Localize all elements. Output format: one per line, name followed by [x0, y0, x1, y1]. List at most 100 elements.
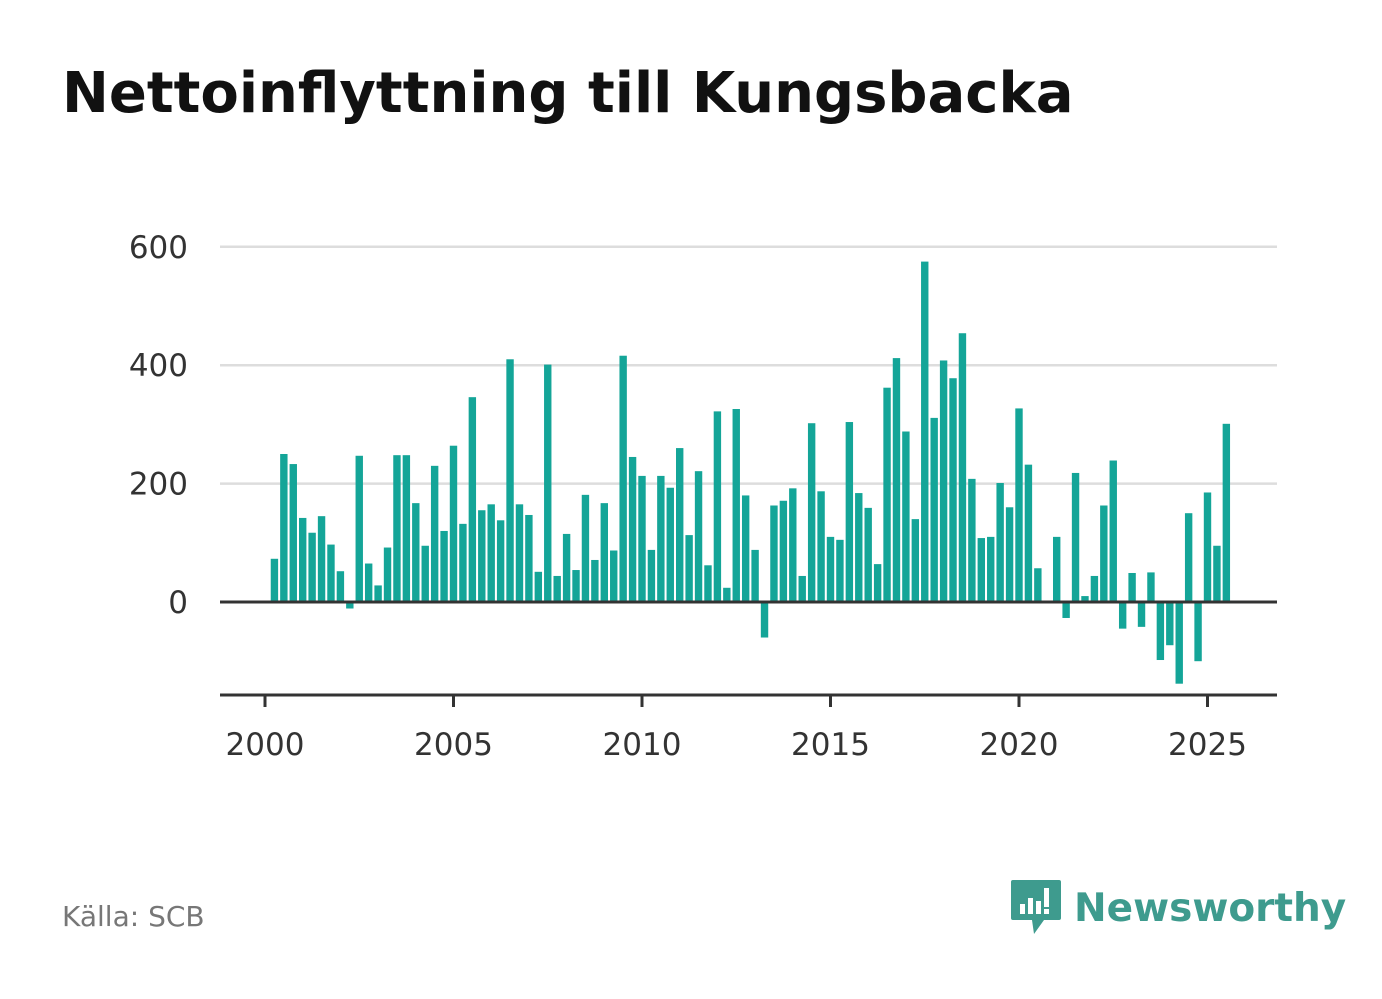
- bar: [1090, 575, 1099, 602]
- bar: [506, 359, 514, 602]
- bar: [657, 475, 665, 602]
- x-tick-label: 2015: [791, 727, 870, 763]
- bar: [638, 475, 646, 602]
- bar: [1222, 423, 1231, 602]
- bars: [270, 261, 1231, 684]
- bar: [1053, 536, 1061, 602]
- bar: [704, 565, 712, 602]
- x-tick-label: 2025: [1168, 727, 1247, 763]
- bar: [534, 571, 543, 602]
- bar: [921, 261, 929, 602]
- bar: [430, 465, 439, 602]
- bar: [694, 471, 703, 602]
- bar: [280, 454, 288, 602]
- bar: [1128, 572, 1136, 602]
- bar: [459, 523, 467, 602]
- bar: [412, 503, 420, 602]
- bar: [591, 559, 599, 602]
- bar: [374, 585, 382, 602]
- newsworthy-logo-icon: [1011, 880, 1061, 934]
- bar: [873, 564, 882, 602]
- bar: [562, 533, 571, 602]
- gridlines: [220, 245, 1277, 485]
- bar: [1081, 596, 1089, 602]
- bar: [1071, 472, 1080, 602]
- bar: [968, 478, 976, 602]
- bar: [1118, 602, 1127, 629]
- bar: [883, 387, 891, 602]
- bar: [478, 510, 486, 602]
- y-tick-label: 200: [129, 467, 188, 503]
- bar: [449, 445, 458, 602]
- brand-name: Newsworthy: [1074, 885, 1347, 931]
- bar: [798, 575, 806, 602]
- bar: [949, 378, 957, 602]
- bar: [902, 431, 910, 602]
- bar: [789, 488, 797, 602]
- tick-labels: 0 200 400 600 2000 2005 2010 2015 2020 2025: [129, 230, 1247, 763]
- chart-title: Nettoinflyttning till Kungsbacka: [62, 61, 1074, 126]
- x-tick-label: 2010: [603, 727, 682, 763]
- bar: [1184, 513, 1193, 602]
- bar: [346, 602, 354, 609]
- bar: [741, 495, 750, 602]
- bar: [317, 516, 326, 602]
- bar: [1024, 464, 1033, 602]
- bar: [1213, 545, 1221, 602]
- bar: [525, 514, 533, 602]
- bar: [355, 455, 363, 602]
- bar: [393, 455, 401, 602]
- bar: [779, 500, 788, 602]
- bar: [628, 456, 637, 602]
- x-tick-label: 2020: [980, 727, 1059, 763]
- bar: [1100, 505, 1108, 602]
- bar: [836, 539, 844, 602]
- y-tick-label: 400: [129, 348, 188, 384]
- bar: [487, 504, 495, 602]
- bar: [383, 547, 392, 602]
- bar: [732, 409, 740, 602]
- bar: [892, 358, 901, 602]
- bar: [939, 360, 948, 602]
- bar: [1156, 602, 1165, 661]
- y-tick-label: 600: [129, 230, 188, 266]
- bar: [930, 417, 938, 602]
- bar: [440, 530, 448, 602]
- bar: [1137, 602, 1146, 627]
- bar: [845, 422, 854, 602]
- bar: [1034, 568, 1042, 602]
- bar: [685, 535, 693, 602]
- y-tick-label: 0: [168, 585, 188, 621]
- bar: [1062, 602, 1070, 618]
- bar: [496, 520, 505, 602]
- bar: [666, 487, 674, 602]
- bar: [676, 448, 684, 602]
- bar: [1109, 460, 1117, 602]
- bar: [308, 532, 316, 602]
- bar: [364, 563, 373, 602]
- bar: [996, 483, 1004, 602]
- bar: [544, 364, 552, 602]
- axes: [220, 600, 1277, 707]
- bar: [977, 538, 985, 602]
- bar: [421, 545, 429, 602]
- bar: [402, 455, 411, 602]
- bar: [572, 570, 580, 602]
- bar: [619, 355, 627, 602]
- bar: [299, 517, 307, 602]
- bar: [336, 571, 345, 602]
- bar: [807, 423, 816, 602]
- bar: [327, 544, 335, 602]
- bar: [289, 464, 297, 602]
- bar: [468, 397, 477, 602]
- bar: [600, 503, 608, 602]
- bar: [270, 558, 279, 602]
- bar: [826, 536, 835, 602]
- brand-logo: Newsworthy: [1010, 878, 1346, 938]
- bar: [1005, 507, 1014, 602]
- bar: [1203, 492, 1212, 602]
- bar: [1015, 408, 1023, 602]
- bar: [855, 493, 863, 602]
- bar: [1194, 602, 1202, 662]
